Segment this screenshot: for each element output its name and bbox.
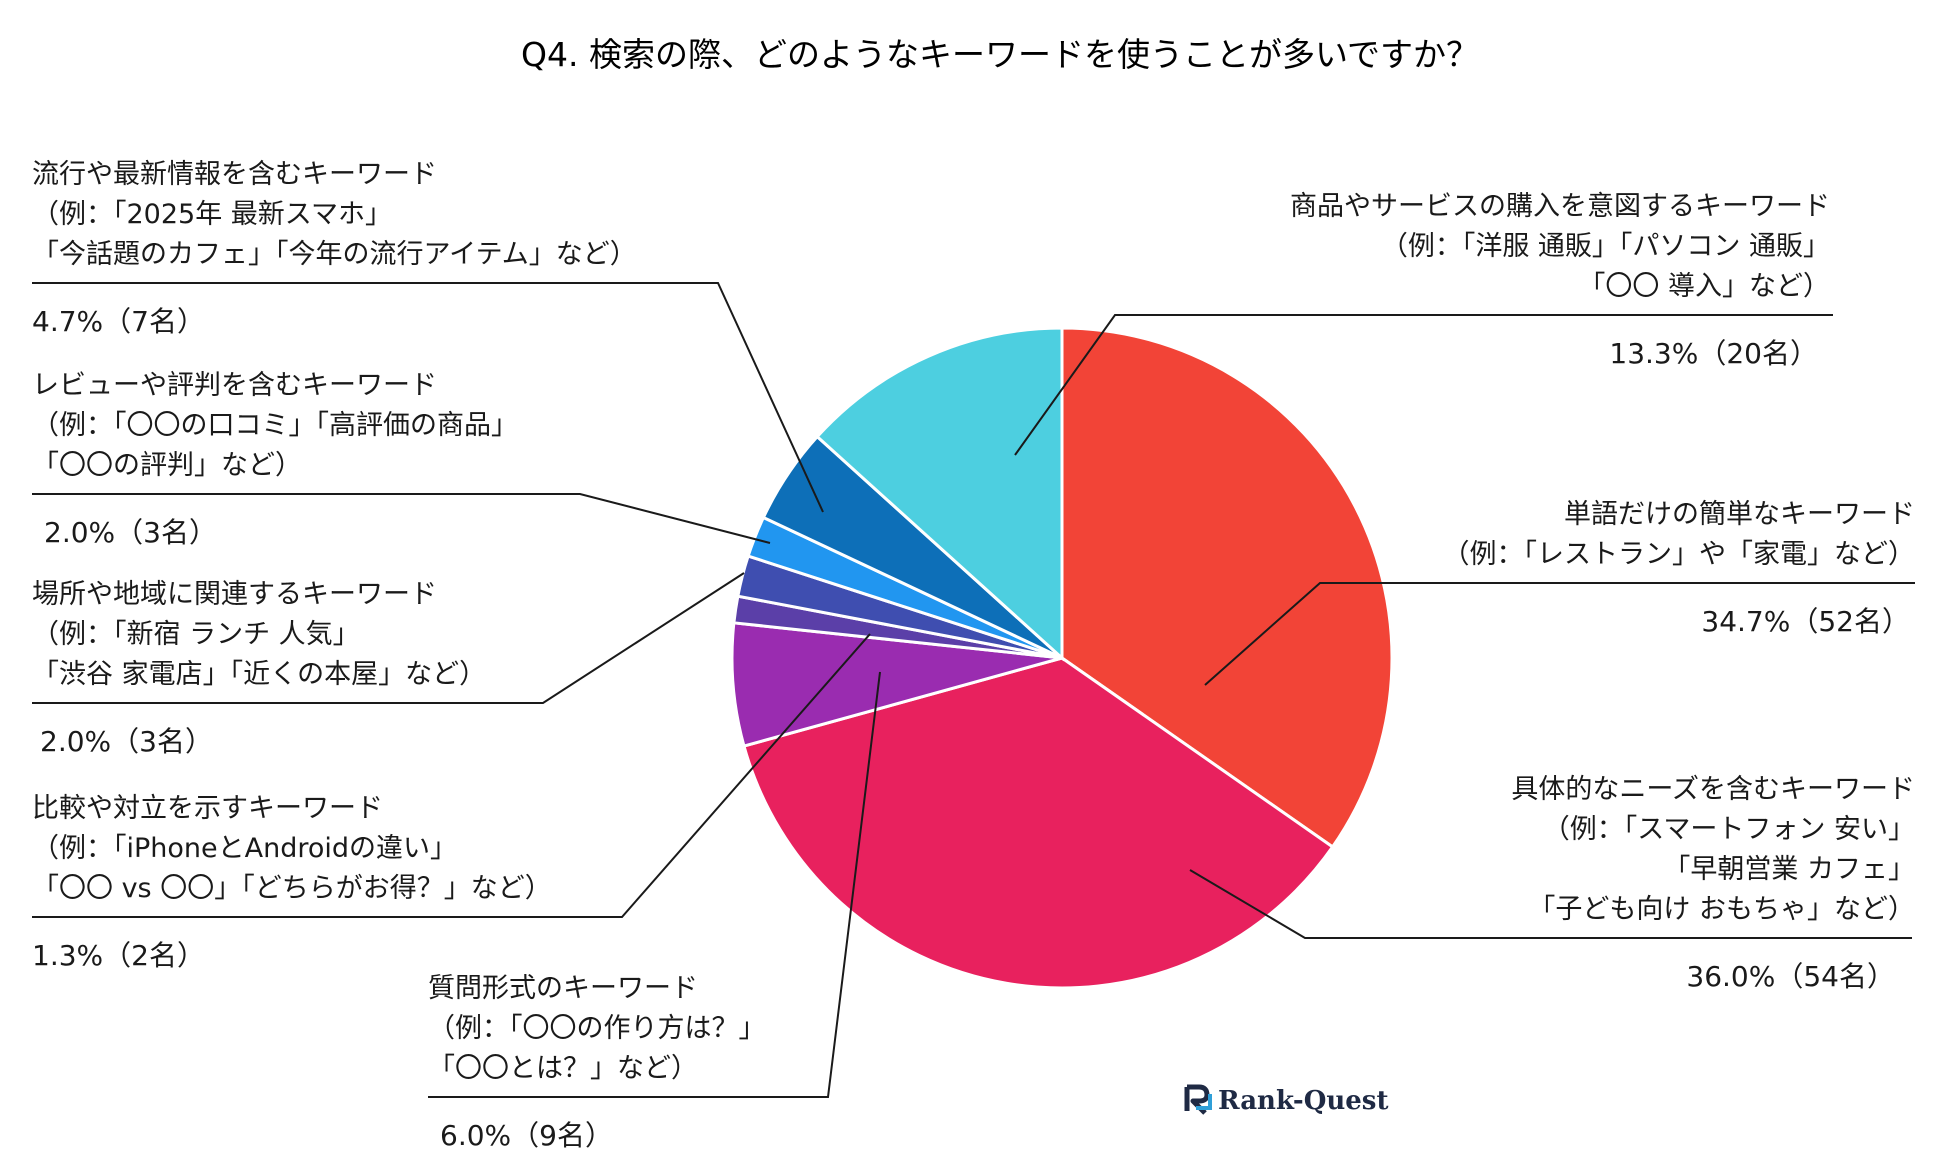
slice-label-7: 商品やサービスの購入を意図するキーワード （例：「洋服 通販」「パソコン 通販」「… [1290, 191, 1830, 302]
pie-slice-1 [742, 656, 1335, 990]
slice-label-2: 質問形式のキーワード （例：「〇〇の作り方は？」「〇〇とは？」など） [428, 973, 766, 1084]
slice-value-label-1: 36.0%（54名） [1686, 960, 1895, 993]
slice-label-1: 具体的なニーズを含むキーワード （例：「スマートフォン 安い」「早朝営業 カフェ」… [1511, 774, 1915, 925]
slice-label-line: 流行や最新情報を含むキーワード [32, 159, 437, 190]
leader-line-4 [32, 572, 745, 704]
slice-value-label-5: 2.0%（3名） [44, 516, 217, 549]
slice-label-line: 「〇〇 導入」など） [1578, 271, 1830, 302]
pie-slice-7 [815, 326, 1064, 662]
leader-line-7 [1014, 314, 1833, 456]
slice-labels: 単語だけの簡単なキーワード （例：「レストラン」や「家電」など） 34.7%（52名… [32, 159, 1915, 1152]
slice-label-line: （例：「新宿 ランチ 人気」 [32, 619, 360, 650]
rank-quest-logo-icon [1184, 1084, 1212, 1115]
slice-label-5: レビューや評判を含むキーワード （例：「〇〇の口コミ」「高評価の商品」「〇〇の評判… [32, 370, 518, 481]
slice-value-label-2: 6.0%（9名） [440, 1119, 613, 1152]
slice-label-line: レビューや評判を含むキーワード [32, 370, 437, 401]
slice-label-line: 場所や地域に関連するキーワード [32, 579, 437, 610]
slice-label-line: （例：「2025年 最新スマホ」 [32, 199, 392, 230]
slice-label-4: 場所や地域に関連するキーワード （例：「新宿 ランチ 人気」「渋谷 家電店」「近く… [32, 579, 486, 690]
slice-label-line: （例：「スマートフォン 安い」 [1543, 814, 1915, 845]
slice-label-line: 単語だけの簡単なキーワード [1564, 499, 1915, 530]
slice-label-line: 「渋谷 家電店」「近くの本屋」など） [32, 659, 486, 690]
slice-label-line: 「今話題のカフェ」「今年の流行アイテム」など） [32, 239, 637, 270]
pie-slice-2 [730, 621, 1063, 748]
leader-line-0 [1204, 582, 1915, 686]
slice-value-label-0: 34.7%（52名） [1701, 605, 1910, 638]
slice-label-line: 比較や対立を示すキーワード [32, 793, 383, 824]
slice-label-line: （例：「〇〇の口コミ」「高評価の商品」 [32, 410, 518, 441]
slice-label-line: （例：「洋服 通販」「パソコン 通販」 [1381, 231, 1830, 262]
slice-label-line: （例：「iPhoneとAndroidの違い」 [32, 833, 457, 864]
slice-label-line: 商品やサービスの購入を意図するキーワード [1290, 191, 1830, 222]
slice-label-line: 「子ども向け おもちゃ」など） [1528, 894, 1915, 925]
slice-label-3: 比較や対立を示すキーワード （例：「iPhoneとAndroidの違い」「〇〇 v… [32, 793, 552, 904]
slice-label-line: 「〇〇 vs 〇〇」「どちらがお得？」など） [32, 873, 552, 904]
brand-logo: Rank-Quest [1184, 1084, 1388, 1116]
slice-value-label-4: 2.0%（3名） [40, 725, 213, 758]
pie-slices [730, 326, 1394, 990]
slice-value-label-7: 13.3%（20名） [1609, 337, 1818, 370]
slice-label-6: 流行や最新情報を含むキーワード （例：「2025年 最新スマホ」「今話題のカフェ」… [32, 159, 637, 270]
leader-line-5 [32, 493, 771, 544]
leader-line-3 [32, 633, 871, 918]
pie-slice-0 [1060, 326, 1394, 849]
slice-label-line: （例：「〇〇の作り方は？」 [428, 1013, 766, 1044]
chart-title: Q4. 検索の際、どのようなキーワードを使うことが多いですか？ [521, 35, 1479, 74]
slice-value-label-6: 4.7%（7名） [32, 305, 205, 338]
slice-label-line: 具体的なニーズを含むキーワード [1511, 774, 1915, 805]
slice-label-line: 質問形式のキーワード [428, 973, 698, 1004]
leader-lines [32, 282, 1915, 1098]
slice-label-line: 「〇〇とは？」など） [428, 1053, 698, 1084]
leader-line-1 [1189, 869, 1912, 939]
brand-name: Rank-Quest [1218, 1086, 1388, 1116]
leader-line-6 [32, 282, 824, 513]
slice-label-line: 「〇〇の評判」など） [32, 450, 302, 481]
slice-value-label-3: 1.3%（2名） [32, 939, 205, 972]
leader-line-2 [428, 671, 881, 1098]
slice-label-0: 単語だけの簡単なキーワード （例：「レストラン」や「家電」など） [1443, 499, 1916, 570]
slice-label-line: （例：「レストラン」や「家電」など） [1443, 539, 1916, 570]
slice-label-line: 「早朝営業 カフェ」 [1663, 854, 1915, 885]
